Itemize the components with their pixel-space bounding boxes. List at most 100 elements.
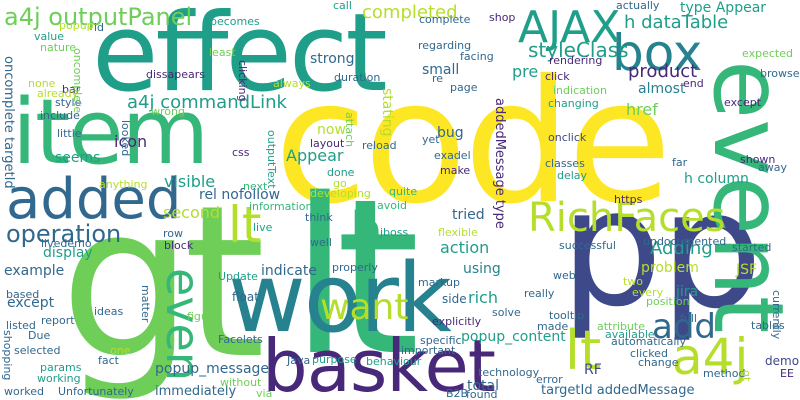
word-jsf: JSF [736, 262, 758, 278]
word-tables: tables [751, 319, 785, 332]
word-none: none [28, 77, 56, 90]
word-clicked: clicked [630, 347, 668, 360]
word-h-datatable: h dataTable [624, 12, 729, 33]
word-tried: tried [452, 207, 485, 223]
word-value: value [34, 30, 65, 43]
word-oncomplete-targetid: oncomplete targetId [1, 56, 16, 189]
word-already: already [37, 87, 79, 100]
word-total: total [467, 378, 500, 394]
word-figure: figure [187, 310, 219, 323]
word-done: done [327, 166, 355, 179]
word-shopping: shopping [1, 330, 14, 381]
word-undocumented: undocumented [643, 235, 727, 248]
word-web: web [553, 269, 576, 282]
word-bar: bar [62, 83, 81, 96]
word-h-column: h column [684, 171, 749, 187]
word-developing: developing [310, 187, 371, 200]
word-lt-3: lt [565, 319, 602, 382]
word-least: least [209, 46, 236, 59]
word-away: away [758, 161, 787, 174]
word-now: now [317, 122, 346, 138]
word-one: one [110, 344, 131, 357]
word-oncomplete: oncomplete [71, 48, 84, 114]
word-icon: icon [114, 132, 148, 151]
word-page: page [450, 81, 478, 94]
word-markup: markup [418, 276, 460, 289]
word-update: Update [218, 270, 258, 283]
word-specific: specific [420, 334, 462, 347]
word-href: href [626, 100, 658, 119]
word-seems: seems [55, 150, 101, 166]
word-full: full [680, 312, 697, 325]
word-via: via [256, 387, 273, 400]
word-item: item [12, 80, 209, 185]
word-clicking: clicking [236, 60, 249, 102]
word-basket: basket [262, 324, 496, 400]
word-type-appear: type Appear [680, 0, 767, 16]
word-wrong: wrong [151, 105, 185, 118]
word-duration: duration [334, 71, 381, 84]
word-fact: fact [98, 354, 119, 367]
word-selected: selected [14, 344, 61, 357]
word-almost: almost [638, 81, 686, 97]
word-visible: visible [164, 172, 216, 191]
word-display: display [43, 245, 93, 261]
word-float: float [232, 290, 259, 304]
word-started: started [732, 241, 772, 254]
word-box: box [612, 24, 703, 82]
word-anything: anything [99, 178, 148, 191]
word-indicate: indicate [261, 263, 317, 279]
word-targetid-addedmessage: targetId addedMessage [541, 383, 695, 398]
word-properly: properly [332, 261, 378, 274]
word-jira: jira [676, 284, 699, 300]
word-successful: successful [559, 239, 616, 252]
word-except-1: except [7, 295, 55, 311]
word-b2b: B2B [446, 387, 469, 400]
word-yet: yet [422, 133, 440, 146]
word-style: style [55, 96, 82, 109]
word-available: available [605, 328, 655, 341]
word-every: every [632, 286, 664, 299]
word-quite: quite [389, 185, 418, 198]
word-outputtext: outputText [265, 130, 278, 189]
word-changing: changing [548, 97, 599, 110]
word-a4j-outputpanel: a4j outputPanel [4, 3, 193, 31]
word-lt-2: lt [228, 196, 262, 254]
word-change: change [638, 356, 679, 369]
word-jboss: jboss [380, 226, 409, 239]
word-h: h [350, 202, 383, 262]
word-method: method [703, 367, 746, 380]
word-classes: classes [545, 157, 585, 170]
word-adding: Adding [650, 238, 713, 259]
word-exadel: exadel [434, 149, 471, 162]
word-gt-small: gt [740, 370, 753, 382]
word-rich: rich [468, 288, 498, 307]
word-block: block [164, 239, 194, 252]
word-second: second [163, 203, 221, 222]
word-currently: currently [770, 290, 783, 340]
word-p-1: p [560, 155, 663, 343]
word-re: re [432, 72, 444, 85]
word-except-2: except [724, 96, 762, 109]
word-report: report [41, 314, 75, 327]
word-include: include [40, 109, 80, 122]
word-add: add [652, 307, 716, 347]
word-go: go [333, 177, 347, 190]
word-reload: reload [362, 139, 397, 152]
word-solve: solve [492, 306, 521, 319]
word-action: action [440, 238, 490, 257]
word-really: really [524, 287, 555, 300]
word-attach: attach [343, 112, 356, 148]
word-matter: matter [139, 285, 152, 323]
word-ajax: AJAX [518, 2, 621, 53]
word-product: product [628, 61, 698, 82]
word-think: think [305, 211, 333, 224]
word-facing: facing [460, 50, 494, 63]
word-operation: operation [6, 220, 122, 248]
word-shop: shop [489, 11, 516, 24]
word-row: row [163, 227, 184, 240]
word-indication: indication [553, 84, 607, 97]
word-important: important [401, 344, 456, 357]
word-click: click [545, 70, 570, 83]
word-based: based [6, 288, 40, 301]
